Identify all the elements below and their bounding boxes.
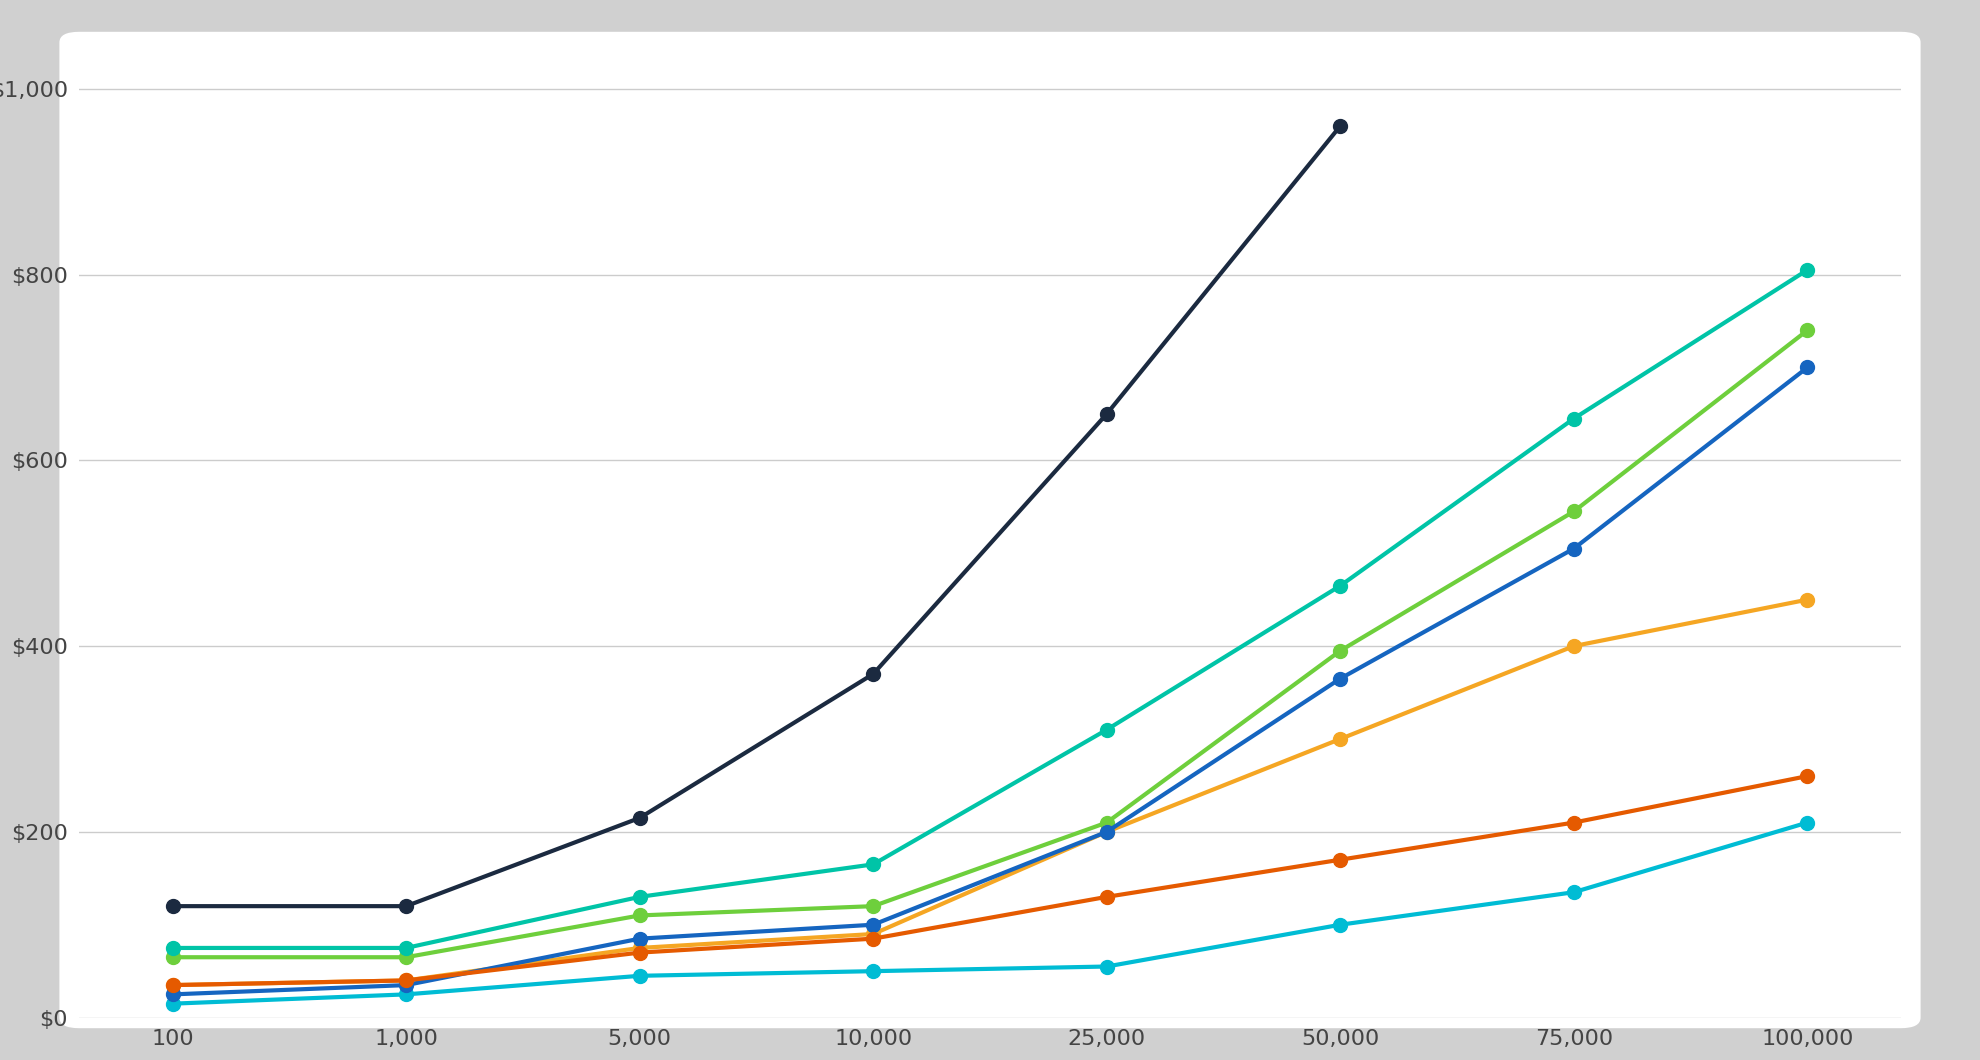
BigMailer: [1796, 816, 1820, 829]
ConvertKit: [1796, 361, 1820, 374]
MailerLite: [160, 978, 184, 991]
Ghost: [628, 909, 651, 922]
Line: ActiveCampaign: ActiveCampaign: [166, 119, 1346, 913]
Line: Mailchimp: Mailchimp: [166, 263, 1814, 955]
Ghost: [1796, 324, 1820, 337]
Mailchimp: [1562, 412, 1586, 425]
Ghost: [160, 951, 184, 964]
BigMailer: [160, 997, 184, 1010]
Ghost: [861, 900, 885, 913]
ActiveCampaign: [160, 900, 184, 913]
BigMailer: [1095, 960, 1119, 973]
MailerLite: [1095, 826, 1119, 838]
Line: BigMailer: BigMailer: [166, 815, 1814, 1010]
beehiiv: [1796, 770, 1820, 782]
Mailchimp: [1796, 264, 1820, 277]
beehiiv: [394, 974, 418, 987]
MailerLite: [628, 941, 651, 954]
ActiveCampaign: [394, 900, 418, 913]
beehiiv: [1562, 816, 1586, 829]
BigMailer: [1329, 918, 1352, 931]
beehiiv: [628, 947, 651, 959]
ConvertKit: [1562, 543, 1586, 555]
Mailchimp: [160, 941, 184, 954]
MailerLite: [1796, 594, 1820, 606]
BigMailer: [861, 965, 885, 977]
Line: Ghost: Ghost: [166, 323, 1814, 965]
ConvertKit: [861, 918, 885, 931]
Mailchimp: [1329, 580, 1352, 593]
ConvertKit: [1095, 826, 1119, 838]
beehiiv: [160, 978, 184, 991]
ConvertKit: [160, 988, 184, 1001]
beehiiv: [1329, 853, 1352, 866]
BigMailer: [394, 988, 418, 1001]
MailerLite: [1562, 640, 1586, 653]
beehiiv: [1095, 890, 1119, 903]
MailerLite: [394, 974, 418, 987]
MailerLite: [1329, 732, 1352, 745]
ConvertKit: [628, 933, 651, 946]
MailerLite: [861, 928, 885, 940]
ActiveCampaign: [1095, 407, 1119, 420]
Mailchimp: [394, 941, 418, 954]
Line: beehiiv: beehiiv: [166, 770, 1814, 992]
beehiiv: [861, 933, 885, 946]
ConvertKit: [394, 978, 418, 991]
Ghost: [1329, 644, 1352, 657]
Mailchimp: [861, 858, 885, 870]
ActiveCampaign: [628, 812, 651, 825]
Mailchimp: [1095, 723, 1119, 736]
BigMailer: [1562, 886, 1586, 899]
ActiveCampaign: [1329, 120, 1352, 132]
Mailchimp: [628, 890, 651, 903]
ActiveCampaign: [861, 668, 885, 681]
BigMailer: [628, 970, 651, 983]
Line: MailerLite: MailerLite: [166, 593, 1814, 992]
Ghost: [1095, 816, 1119, 829]
Line: ConvertKit: ConvertKit: [166, 360, 1814, 1002]
Ghost: [1562, 505, 1586, 517]
Ghost: [394, 951, 418, 964]
ConvertKit: [1329, 672, 1352, 685]
